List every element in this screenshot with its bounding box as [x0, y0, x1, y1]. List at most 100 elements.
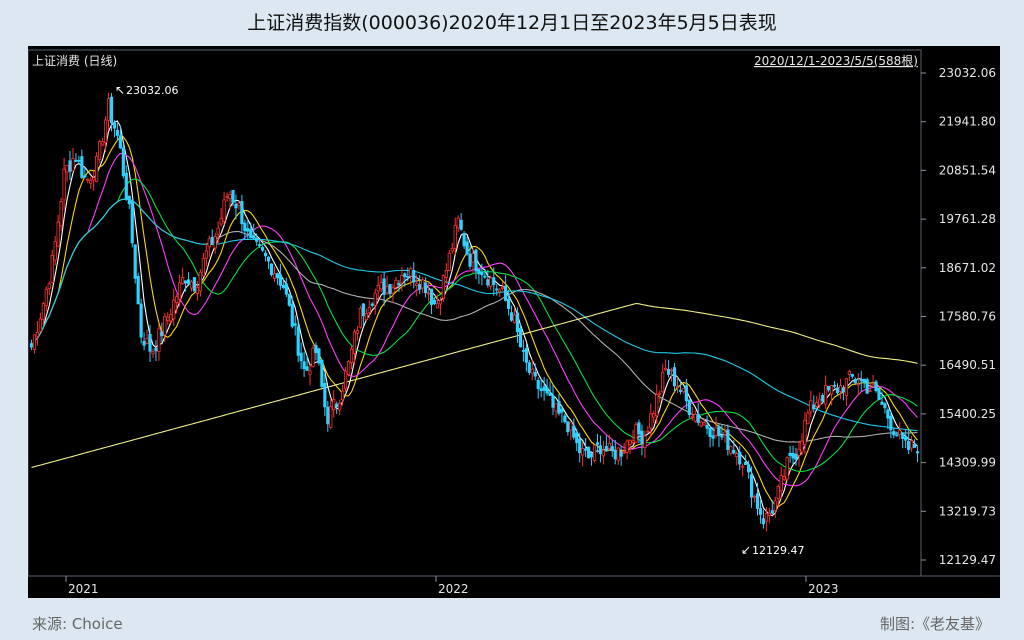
candle-body [53, 241, 57, 261]
candle-body [450, 248, 454, 252]
candle-body [186, 279, 191, 285]
candle-body [338, 402, 342, 411]
y-tick-label: 13219.73 [939, 504, 996, 518]
candle-body [782, 476, 786, 481]
candle-body [302, 361, 306, 370]
candle-body [758, 508, 763, 515]
candle-body [189, 281, 194, 289]
candle-body [764, 513, 768, 522]
x-tick-label: 2023 [808, 582, 839, 596]
candle-body [74, 159, 78, 162]
candle-body [595, 442, 600, 445]
candle-body [50, 255, 54, 283]
candle-body [714, 427, 718, 436]
candle-body [892, 431, 896, 436]
candle-body [225, 195, 229, 198]
candle-body [65, 164, 69, 173]
candle-body [838, 385, 843, 392]
candle-body [32, 334, 37, 350]
candle-body [506, 298, 511, 309]
candle-body [228, 193, 232, 199]
candle-body [252, 234, 256, 239]
candle-body [204, 250, 208, 259]
candle-body [702, 422, 706, 426]
max-annotation: 23032.06 [126, 84, 179, 97]
candle-body [317, 348, 321, 364]
candle-body [912, 443, 917, 448]
candle-body [687, 399, 691, 416]
candle-body [216, 227, 220, 235]
candle-body [672, 367, 677, 387]
candle-body [210, 237, 214, 246]
candle-body [474, 249, 478, 272]
candle-body [154, 347, 158, 352]
candle-body [68, 160, 72, 172]
candle-body [527, 362, 531, 373]
candle-body [898, 430, 902, 435]
candle-body [281, 284, 285, 288]
candle-body [240, 201, 244, 225]
candle-body [847, 371, 851, 375]
candle-body [77, 159, 81, 162]
candle-body [447, 252, 451, 271]
candle-body [89, 179, 93, 184]
candle-body [373, 292, 377, 306]
credit-note: 制图:《老友基》 [879, 615, 990, 633]
x-tick-label: 2022 [438, 582, 469, 596]
candle-body [222, 199, 226, 222]
candle-body [794, 453, 798, 460]
candle-body [35, 331, 40, 337]
candle-body [616, 447, 620, 461]
candle-body [788, 452, 792, 456]
candle-body [518, 327, 523, 348]
candle-body [382, 278, 386, 295]
candle-body [569, 421, 573, 431]
candle-body [598, 445, 603, 455]
candle-body [755, 493, 760, 509]
candle-body [112, 122, 117, 129]
candle-body [844, 378, 848, 397]
y-tick-label: 15400.25 [939, 407, 996, 421]
candle-body [44, 288, 48, 306]
candle-body [352, 331, 357, 354]
candle-body [207, 238, 211, 248]
candle-body [501, 286, 505, 289]
candle-body [465, 241, 469, 255]
candle-body [806, 412, 810, 425]
candle-body [213, 236, 217, 249]
candle-body [631, 440, 635, 443]
candle-body [59, 201, 63, 227]
candle-body [266, 256, 271, 262]
candle-body [311, 347, 315, 368]
candle-body [566, 421, 570, 433]
candle-body [169, 313, 173, 322]
candle-body [275, 273, 280, 279]
candle-body [453, 225, 457, 249]
candle-body [243, 222, 247, 232]
x-tick-label: 2021 [68, 582, 99, 596]
min-annotation: 12129.47 [752, 544, 805, 557]
range-label: 2020/12/1-2023/5/5(588根) [754, 54, 918, 68]
candle-body [133, 244, 137, 279]
candle-body [432, 299, 437, 305]
candle-body [551, 395, 555, 408]
min-arrow-icon: ↙ [741, 543, 751, 557]
candle-body [634, 423, 638, 444]
candle-body [192, 277, 197, 292]
candle-body [305, 366, 309, 371]
candle-body [47, 283, 51, 289]
candle-body [835, 387, 840, 394]
candle-body [106, 98, 111, 121]
candle-body [195, 287, 200, 295]
candle-body [148, 333, 152, 352]
candle-body [664, 367, 668, 371]
candle-body [261, 246, 265, 251]
candle-body [880, 401, 884, 405]
candle-body [904, 436, 908, 441]
candle-body [459, 219, 463, 230]
candle-body [895, 434, 899, 437]
candle-body [729, 445, 733, 454]
candle-body [296, 326, 300, 356]
candle-body [581, 448, 585, 456]
candle-body [441, 275, 445, 299]
